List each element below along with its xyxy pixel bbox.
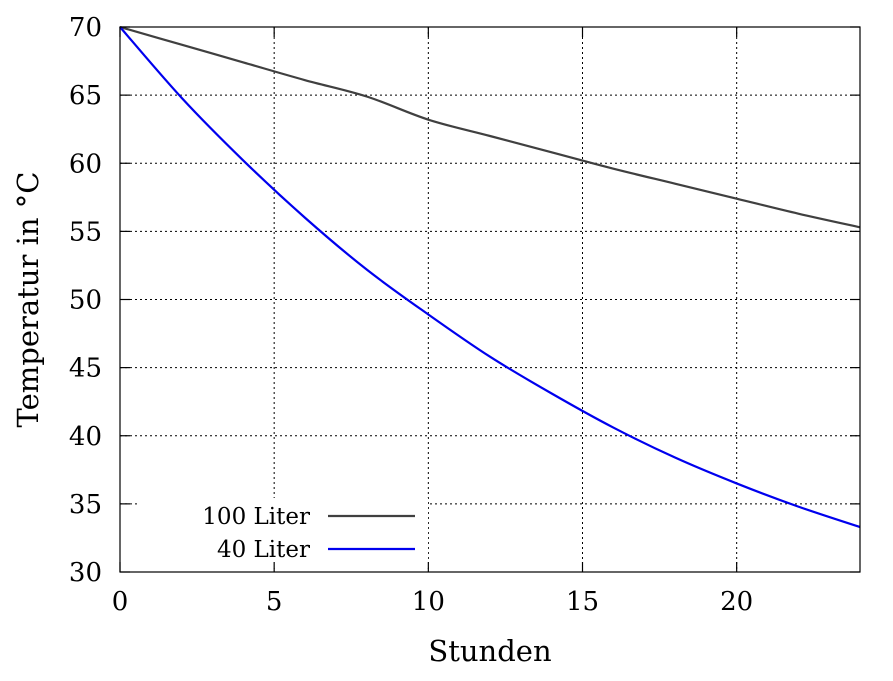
y-tick-label: 40 <box>69 422 102 452</box>
y-tick-label: 50 <box>69 286 102 316</box>
y-tick-label: 45 <box>69 354 102 384</box>
legend-label-2: 40 Liter <box>217 537 310 563</box>
legend-background <box>140 498 428 568</box>
y-tick-label: 30 <box>69 558 102 588</box>
y-tick-label: 55 <box>69 217 102 247</box>
x-tick-label: 0 <box>112 587 129 617</box>
y-tick-label: 70 <box>69 13 102 43</box>
y-tick-label: 60 <box>69 149 102 179</box>
y-tick-label: 65 <box>69 81 102 111</box>
legend-label-1: 100 Liter <box>202 504 310 530</box>
x-tick-label: 15 <box>566 587 599 617</box>
x-axis-label: Stunden <box>428 634 551 668</box>
series-line-1 <box>119 25 861 229</box>
axis-ticks: 0 5 10 15 20 30 35 40 45 50 55 60 65 70 <box>69 13 860 617</box>
y-tick-label: 35 <box>69 490 102 520</box>
series-line-2 <box>119 26 861 529</box>
x-tick-label: 5 <box>266 587 283 617</box>
grid <box>120 27 860 572</box>
x-tick-label: 20 <box>720 587 753 617</box>
y-axis-label: Temperatur in °C <box>11 172 45 428</box>
legend: 100 Liter 40 Liter <box>140 498 428 568</box>
series-lines <box>119 25 861 529</box>
x-tick-label: 10 <box>412 587 445 617</box>
